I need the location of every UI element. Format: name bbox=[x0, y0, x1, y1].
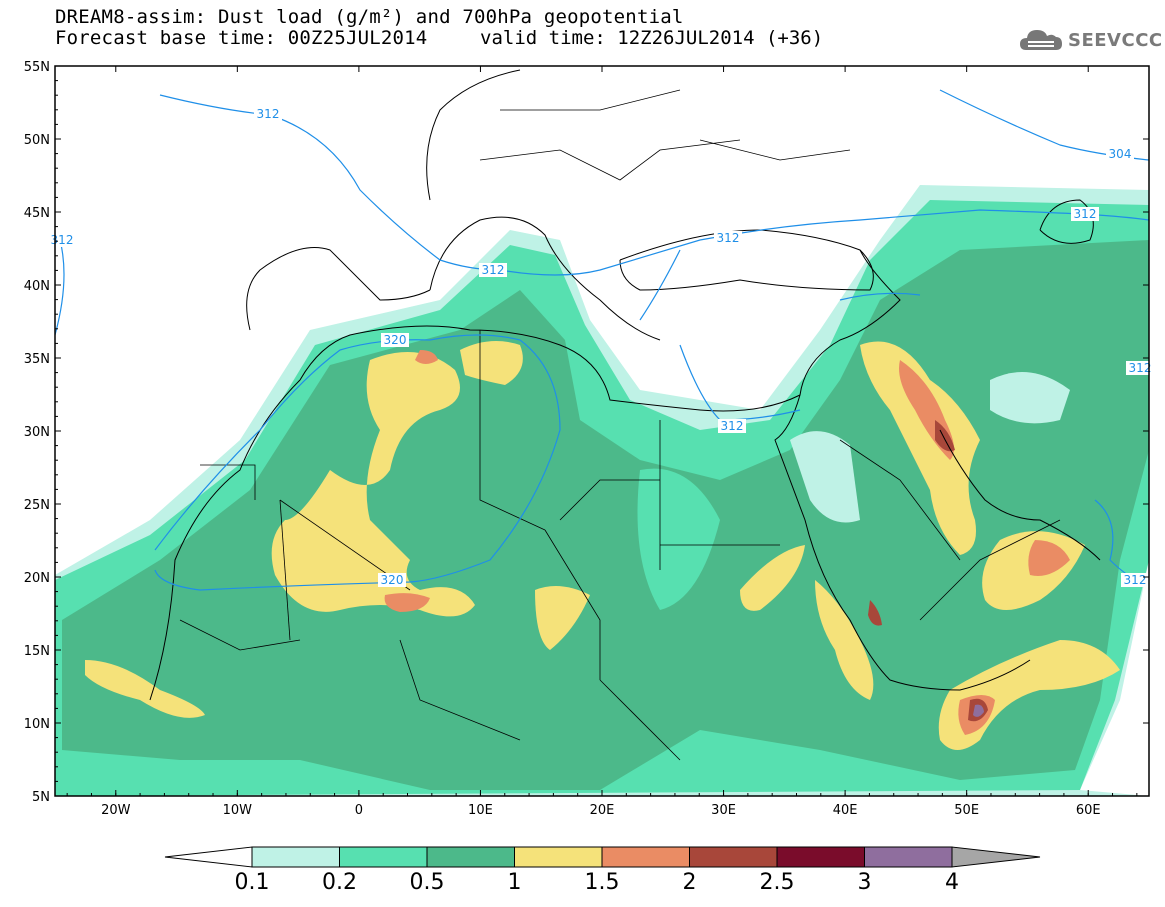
cloud-icon bbox=[1020, 30, 1062, 50]
contour-label: 312 bbox=[721, 419, 744, 433]
legend-tick-label: 0.5 bbox=[410, 870, 445, 895]
lat-label: 25N bbox=[24, 498, 50, 513]
lat-label: 50N bbox=[24, 133, 50, 148]
map-title: DREAM8-assim: Dust load (g/m²) and 700hP… bbox=[55, 6, 684, 28]
dust-hole bbox=[790, 431, 860, 523]
dust-hole bbox=[990, 372, 1070, 424]
lat-label: 30N bbox=[24, 425, 50, 440]
lon-label: 50E bbox=[954, 803, 979, 818]
contour-label: 312 bbox=[257, 107, 280, 121]
longitude-axis: 20W 10W 0 10E 20E 30E 40E 50E 60E bbox=[66, 66, 1138, 818]
legend-tick-label: 0.2 bbox=[322, 870, 357, 895]
latitude-axis: 55N 50N 45N 40N 35N 30N 25N 20N 15N 10N 5N bbox=[24, 60, 1149, 805]
contour-label-bg bbox=[378, 573, 406, 587]
lat-label: 20N bbox=[24, 571, 50, 586]
lon-label: 20E bbox=[590, 803, 615, 818]
legend-over-arrow bbox=[951, 846, 1041, 868]
geopotential-contours bbox=[55, 89, 1149, 591]
contour-label-bg bbox=[1106, 147, 1134, 161]
legend-swatch bbox=[864, 846, 953, 868]
legend-tick-label: 1.5 bbox=[585, 870, 620, 895]
legend-tick-label: 0.1 bbox=[235, 870, 270, 895]
legend-swatch bbox=[776, 846, 865, 868]
contour-label: 304 bbox=[1109, 147, 1132, 161]
legend-swatch bbox=[426, 846, 515, 868]
lat-label: 10N bbox=[24, 717, 50, 732]
contour-label: 320 bbox=[384, 333, 407, 347]
lat-label: 5N bbox=[32, 790, 50, 805]
lat-label: 40N bbox=[24, 279, 50, 294]
lon-label: 20W bbox=[101, 803, 131, 818]
contour-label: 312 bbox=[1124, 573, 1147, 587]
contour-label-bg bbox=[1071, 207, 1099, 221]
dust-hole bbox=[637, 468, 720, 610]
legend-tick-label: 2 bbox=[683, 870, 697, 895]
legend-tick-label: 3 bbox=[858, 870, 872, 895]
contour-label: 312 bbox=[717, 231, 740, 245]
lon-label: 10E bbox=[468, 803, 493, 818]
lon-label: 60E bbox=[1076, 803, 1101, 818]
contour-label-bg bbox=[1121, 573, 1149, 587]
contour-label-bg bbox=[254, 107, 282, 121]
contour-label-bg bbox=[714, 231, 742, 245]
contour-label-bg bbox=[1126, 361, 1154, 375]
legend-swatch bbox=[339, 846, 428, 868]
borders bbox=[179, 89, 1061, 761]
lon-label: 30E bbox=[711, 803, 736, 818]
colorbar-legend: 0.1 0.2 0.5 1 1.5 2 2.5 3 4 bbox=[164, 846, 1041, 895]
seevccc-logo: SEEVCCC bbox=[1018, 24, 1162, 58]
lon-label: 0 bbox=[355, 803, 363, 818]
legend-swatch bbox=[689, 846, 778, 868]
contour-labels: 312 312 312 320 312 320 304 312 312 312 312 bbox=[48, 107, 1154, 587]
valid-time: valid time: 12Z26JUL2014 (+36) bbox=[480, 27, 824, 49]
dust-fields bbox=[55, 69, 1149, 796]
legend-tick-label: 4 bbox=[945, 870, 959, 895]
logo-text: SEEVCCC bbox=[1068, 30, 1163, 51]
legend-tick-label: 1 bbox=[508, 870, 522, 895]
contour-label-bg bbox=[381, 333, 409, 347]
contour-label-bg bbox=[479, 263, 507, 277]
forecast-base-time: Forecast base time: 00Z25JUL2014 bbox=[55, 27, 428, 49]
lon-label: 40E bbox=[833, 803, 858, 818]
contour-label: 312 bbox=[51, 233, 74, 247]
legend-swatch bbox=[601, 846, 690, 868]
contour-label: 320 bbox=[381, 573, 404, 587]
lat-label: 15N bbox=[24, 644, 50, 659]
lon-label: 10W bbox=[223, 803, 253, 818]
legend-tick-label: 2.5 bbox=[760, 870, 795, 895]
dust-band-3 bbox=[973, 704, 984, 717]
lat-label: 35N bbox=[24, 352, 50, 367]
legend-under-arrow bbox=[164, 846, 253, 868]
contour-label: 312 bbox=[1074, 207, 1097, 221]
coastlines bbox=[149, 69, 1101, 701]
contour-label: 312 bbox=[482, 263, 505, 277]
contour-label-bg bbox=[718, 419, 746, 433]
contour-label: 312 bbox=[1129, 361, 1152, 375]
lat-label: 45N bbox=[24, 206, 50, 221]
legend-swatch bbox=[251, 846, 340, 868]
legend-swatch bbox=[514, 846, 603, 868]
lat-label: 55N bbox=[24, 60, 50, 75]
